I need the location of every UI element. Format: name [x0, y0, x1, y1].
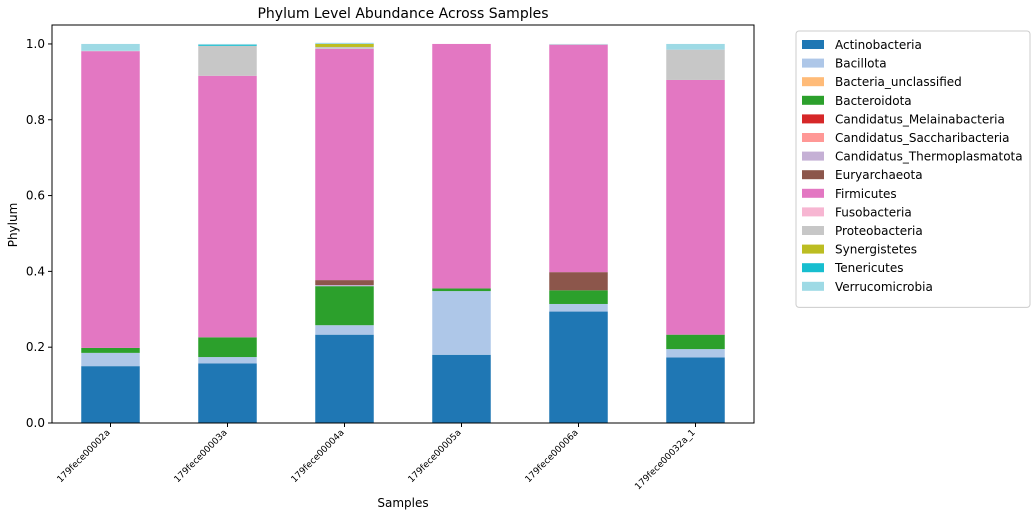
legend-label: Proteobacteria [835, 224, 923, 238]
bar-segment [198, 45, 257, 46]
legend-label: Verrucomicrobia [835, 280, 933, 294]
legend-swatch [802, 207, 824, 216]
bar-segment [81, 353, 140, 366]
legend-label: Candidatus_Saccharibacteria [835, 131, 1010, 145]
x-tick-label: 179fece00002a [56, 428, 113, 485]
bar-segment [315, 285, 374, 286]
legend-swatch [802, 77, 824, 86]
legend-swatch [802, 152, 824, 161]
bar-segment [81, 51, 140, 348]
y-tick-label: 0.4 [26, 264, 45, 278]
bar-segment [549, 272, 608, 290]
bar-segment [198, 337, 257, 357]
legend-swatch [802, 245, 824, 254]
bar-segment [549, 290, 608, 304]
bar-segment [315, 47, 374, 49]
legend-swatch [802, 96, 824, 105]
legend-label: Tenericutes [834, 261, 903, 275]
bar-segment [315, 44, 374, 47]
bar-segment [432, 288, 491, 291]
y-tick-label: 0.0 [26, 416, 45, 430]
legend-label: Bacteroidota [835, 94, 912, 108]
bar-segment [315, 286, 374, 325]
x-tick-label: 179fece00006a [524, 428, 581, 485]
bar-segment [315, 43, 374, 44]
bar-segment [549, 45, 608, 272]
legend-label: Synergistetes [835, 243, 917, 257]
x-tick-label: 179fece00003a [173, 428, 230, 485]
plot-bars [81, 43, 725, 423]
bar-segment [198, 357, 257, 363]
bar-segment [198, 46, 257, 76]
y-axis-label: Phylum [6, 203, 20, 248]
bar-segment [198, 363, 257, 423]
bar-segment [81, 348, 140, 353]
y-tick-label: 0.6 [26, 189, 45, 203]
legend-swatch [802, 59, 824, 68]
bar-segment [666, 335, 725, 349]
bar-segment [315, 280, 374, 285]
legend-label: Candidatus_Thermoplasmatota [835, 150, 1023, 164]
legend-swatch [802, 40, 824, 49]
legend-label: Bacillota [835, 57, 887, 71]
chart-title: Phylum Level Abundance Across Samples [257, 6, 548, 22]
bar-segment [198, 76, 257, 338]
legend-swatch [802, 133, 824, 142]
legend-swatch [802, 170, 824, 179]
legend-swatch [802, 263, 824, 272]
y-tick-label: 0.8 [26, 113, 45, 127]
bar-segment [666, 349, 725, 357]
y-tick-label: 0.2 [26, 340, 45, 354]
legend-label: Firmicutes [835, 187, 897, 201]
legend-swatch [802, 226, 824, 235]
x-axis: 179fece00002a 179fece00003a 179fece00004a 1… [56, 423, 698, 492]
bar-segment [666, 80, 725, 335]
x-axis-label: Samples [377, 496, 428, 510]
bar-segment [315, 325, 374, 334]
bar-segment [432, 44, 491, 288]
bar-segment [81, 44, 140, 51]
bar-segment [315, 335, 374, 423]
legend-label: Euryarchaeota [835, 168, 923, 182]
legend-label: Actinobacteria [835, 38, 922, 52]
legend-label: Candidatus_Melainabacteria [835, 112, 1005, 126]
legend-label: Fusobacteria [835, 205, 912, 219]
bar-segment [666, 50, 725, 80]
bar-segment [549, 312, 608, 423]
legend-swatch [802, 282, 824, 291]
legend-swatch [802, 114, 824, 123]
bar-segment [666, 44, 725, 50]
x-tick-label: 179fece00004a [290, 428, 347, 485]
plot-frame [52, 25, 754, 423]
bar-segment [549, 304, 608, 312]
bar-segment [432, 355, 491, 423]
bar-segment [666, 357, 725, 423]
x-tick-label: 179fece00005a [407, 428, 464, 485]
legend: Actinobacteria Bacillota Bacteria_unclassi… [796, 31, 1030, 307]
y-tick-label: 1.0 [26, 37, 45, 51]
y-axis: 0.0 0.2 0.4 0.6 0.8 1.0 [26, 37, 52, 430]
bar-segment [198, 44, 257, 45]
bar-segment [432, 291, 491, 355]
x-tick-label: 179fece00032a_1 [633, 428, 697, 492]
bar-segment [81, 366, 140, 423]
bar-segment [315, 49, 374, 280]
legend-swatch [802, 189, 824, 198]
legend-label: Bacteria_unclassified [835, 75, 962, 89]
